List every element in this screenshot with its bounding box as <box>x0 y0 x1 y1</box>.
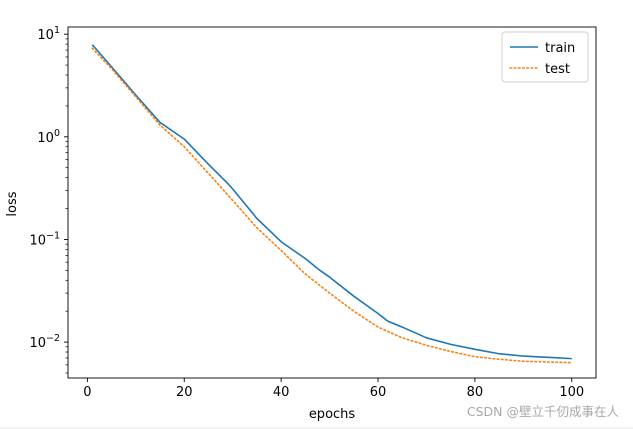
y-tick-label: 101 <box>37 25 60 43</box>
y-tick-label: 10−2 <box>29 333 60 351</box>
x-tick-label: 80 <box>467 385 484 400</box>
x-tick-label: 40 <box>273 385 290 400</box>
axes-frame <box>67 26 597 379</box>
legend-box <box>501 31 589 83</box>
y-tick-label: 100 <box>37 128 60 146</box>
y-axis-label: loss <box>5 191 20 216</box>
plot-area <box>91 44 573 364</box>
x-axis-label: epochs <box>309 407 356 422</box>
axes: 0 20 40 60 80 100 101 100 10−1 10−2 <box>29 25 597 400</box>
x-tick-label: 20 <box>176 385 193 400</box>
legend-label-test: test <box>545 62 570 77</box>
x-tick-label: 60 <box>370 385 387 400</box>
series-line-test <box>91 47 573 364</box>
series-line-train <box>91 44 572 360</box>
legend: train test <box>501 31 589 83</box>
x-tick-label: 100 <box>559 385 584 400</box>
watermark-text: CSDN @壁立千仞成事在人 <box>466 404 619 419</box>
legend-label-train: train <box>545 41 575 56</box>
y-tick-label: 10−1 <box>29 230 60 248</box>
bottom-divider <box>0 427 633 429</box>
x-tick-label: 0 <box>83 385 91 400</box>
